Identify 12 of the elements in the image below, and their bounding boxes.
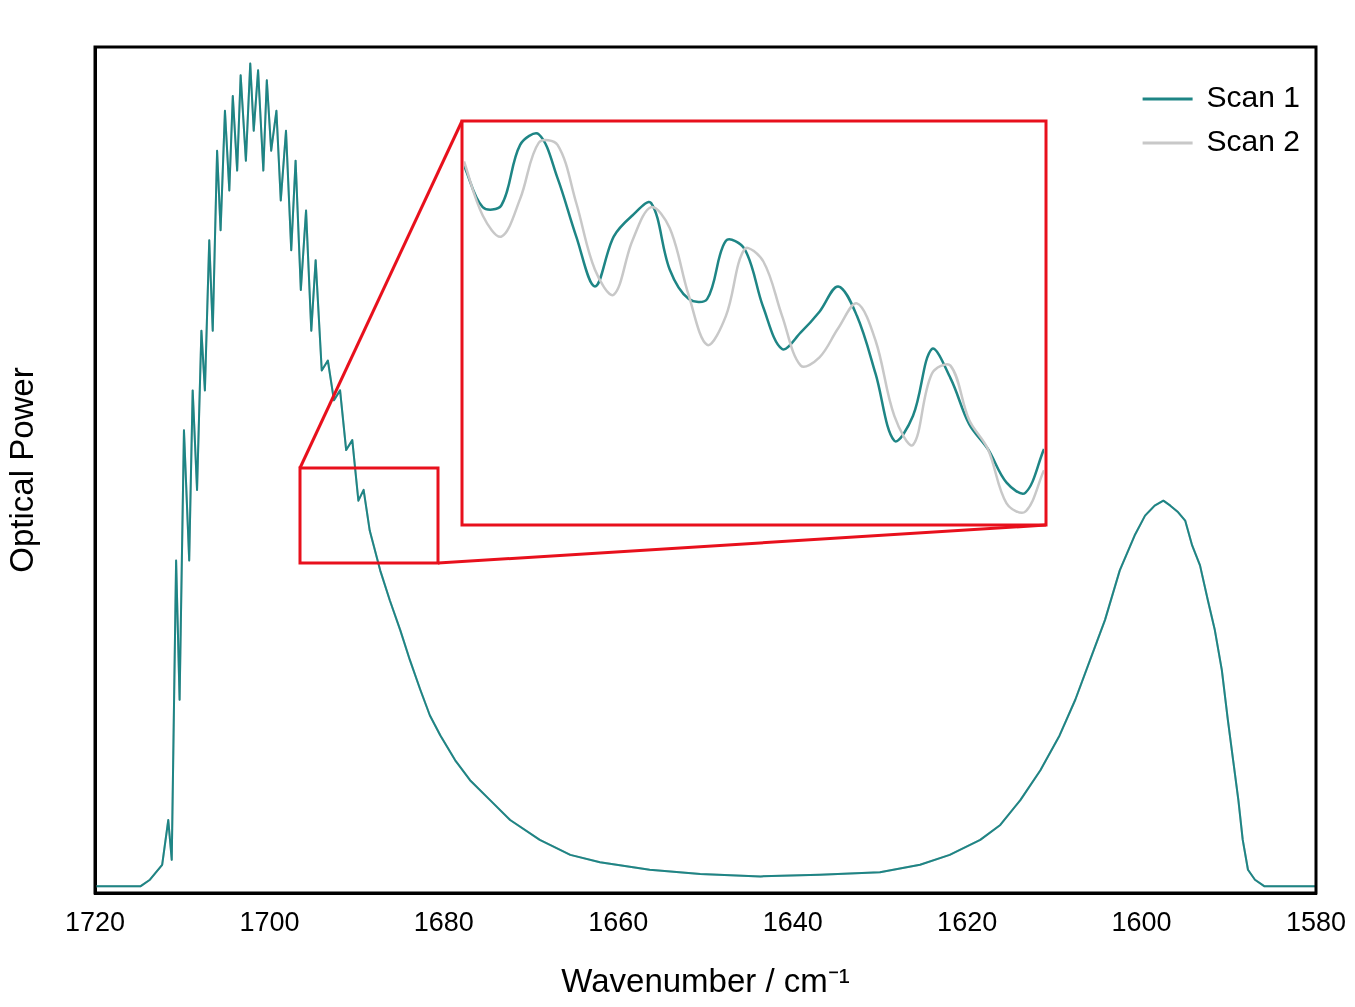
x-tick-label: 1700 (239, 906, 300, 937)
x-tick-label: 1680 (413, 906, 474, 937)
x-tick-label: 1640 (762, 906, 823, 937)
legend-label: Scan 1 (1206, 80, 1301, 114)
x-tick-label: 1600 (1111, 906, 1172, 937)
y-axis-title: Optical Power (2, 367, 40, 573)
x-tick-label: 1620 (937, 906, 998, 937)
legend-label: Scan 2 (1206, 124, 1301, 158)
x-axis-title: Wavenumber / cm⁻¹ (561, 962, 850, 1000)
x-tick-label: 1580 (1285, 906, 1347, 937)
x-tick-label: 1660 (588, 906, 649, 937)
x-tick-label: 1720 (64, 906, 126, 937)
